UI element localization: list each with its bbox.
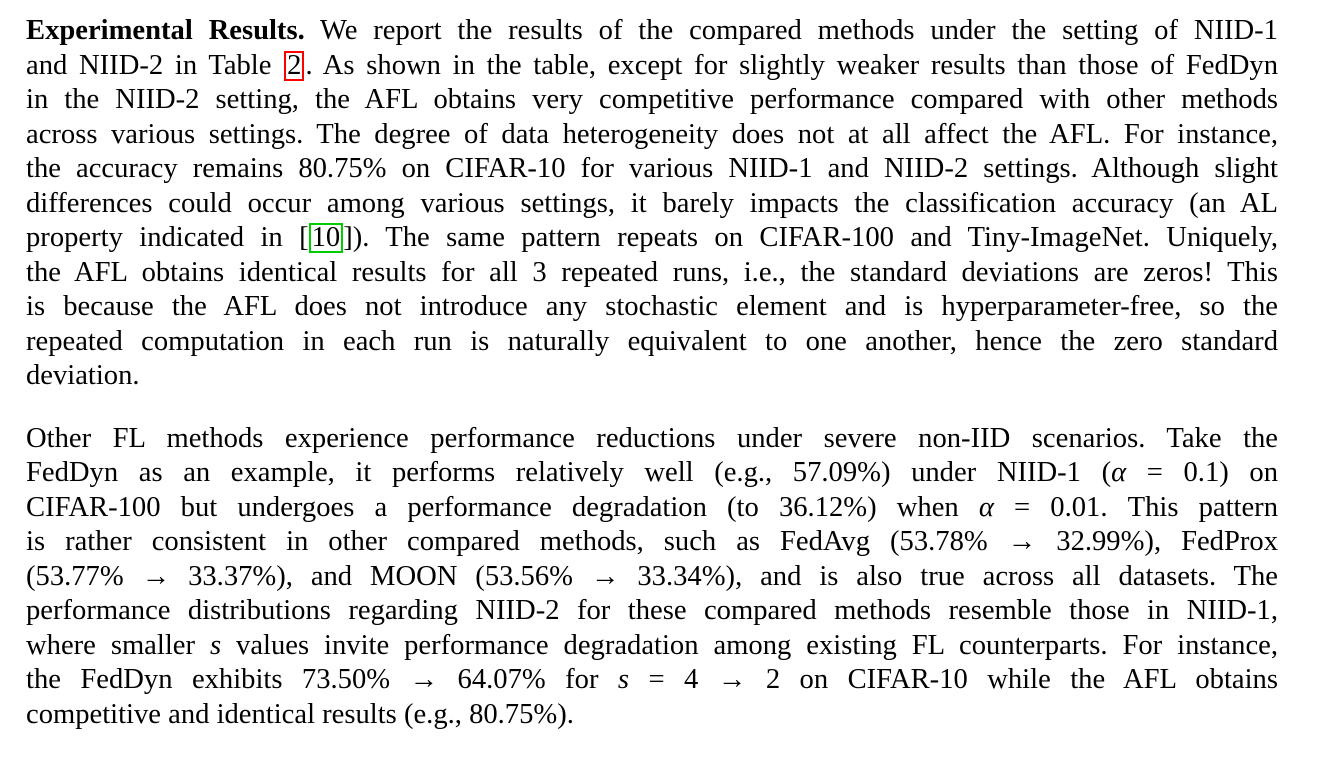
text-line: property indicated in [10]). The same pa…	[26, 222, 1278, 253]
alpha-symbol: α	[1111, 457, 1127, 488]
text-line: (53.77% → 33.37%), and MOON (53.56% → 33…	[26, 560, 1278, 592]
text-line: is because the AFL does not introduce an…	[26, 291, 1278, 322]
text-line: repeated computation in each run is natu…	[26, 325, 1278, 357]
text-line: the FedDyn exhibits 73.50% → 64.07% for …	[26, 664, 1278, 695]
experimental-results-paragraph: Experimental Results. We report the resu…	[26, 14, 1278, 394]
text-line: deviation.	[26, 360, 140, 391]
text-line: competitive and identical results (e.g.,…	[26, 698, 574, 730]
text-line: is rather consistent in other compared m…	[26, 526, 1278, 557]
paper-body: Experimental Results. We report the resu…	[26, 14, 1278, 732]
citation-link[interactable]: 10	[308, 223, 344, 253]
alpha-symbol: α	[978, 491, 994, 523]
text-line: the AFL obtains identical results for al…	[26, 256, 1278, 288]
text-line: CIFAR-100 but undergoes a performance de…	[26, 491, 1279, 523]
text-line: Other FL methods experience performance …	[26, 422, 1278, 454]
text-line: across various settings. The degree of d…	[26, 118, 1278, 150]
text-line: FedDyn as an example, it performs relati…	[26, 457, 1279, 488]
text-line: where smaller s values invite performanc…	[26, 629, 1278, 661]
text-line: in the NIID-2 setting, the AFL obtains v…	[26, 84, 1278, 115]
other-methods-paragraph: Other FL methods experience performance …	[26, 422, 1278, 733]
text-line: performance distributions regarding NIID…	[26, 595, 1278, 626]
text-line: Experimental Results. We report the resu…	[26, 15, 1278, 46]
table-reference-link[interactable]: 2	[284, 50, 305, 81]
section-heading: Experimental Results.	[26, 15, 305, 46]
s-variable: s	[617, 664, 630, 695]
text-line: the accuracy remains 80.75% on CIFAR-10 …	[26, 153, 1278, 184]
s-variable: s	[209, 629, 222, 661]
text-line: and NIID-2 in Table 2. As shown in the t…	[26, 49, 1279, 81]
text-line: differences could occur among various se…	[26, 187, 1278, 219]
